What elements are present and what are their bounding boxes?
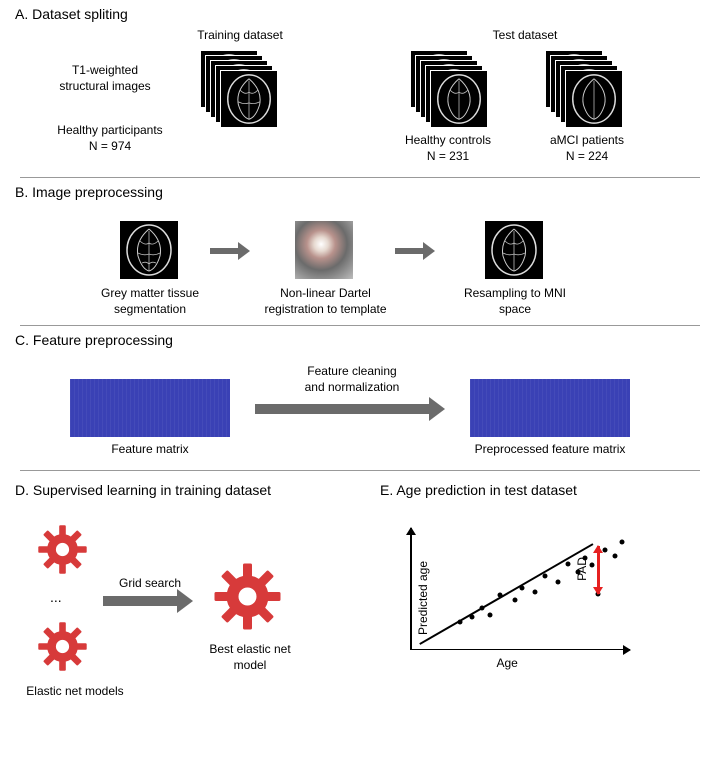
scatter-point (543, 574, 548, 579)
y-axis (410, 528, 412, 650)
best-model-label: Best elastic net model (190, 642, 310, 673)
gear-icon (35, 522, 90, 577)
scatter-point (513, 598, 518, 603)
panel-a-title: A. Dataset spliting (15, 6, 705, 22)
step2-label: Non-linear Dartel registration to templa… (243, 286, 408, 317)
arrow-b2 (395, 244, 435, 258)
scatter-chart: PAD Predicted age Age (380, 528, 630, 668)
pad-arrow (597, 546, 600, 594)
scatter-point (470, 615, 475, 620)
divider-a (20, 177, 700, 178)
panel-a: A. Dataset spliting Training dataset Tes… (15, 6, 705, 173)
scatter-point (458, 620, 463, 625)
gear-icon-2 (35, 619, 90, 674)
scatter-point (480, 606, 485, 611)
panel-d-title: D. Supervised learning in training datas… (15, 482, 375, 498)
panel-d: D. Supervised learning in training datas… (15, 482, 375, 734)
arrow-c (255, 402, 445, 416)
pad-label: PAD (575, 557, 589, 581)
scatter-point (556, 580, 561, 585)
scatter-point (533, 590, 538, 595)
y-axis-label: Predicted age (416, 561, 430, 635)
amci-label: aMCI patients N = 224 (527, 133, 647, 164)
scatter-point (590, 563, 595, 568)
divider-b (20, 325, 700, 326)
divider-c (20, 470, 700, 471)
t1-label: T1-weighted structural images (40, 63, 170, 94)
panel-c: C. Feature preprocessing Feature matrix … (15, 332, 705, 474)
scatter-point (498, 593, 503, 598)
hc-label: Healthy controls N = 231 (388, 133, 508, 164)
training-title: Training dataset (175, 28, 305, 44)
brain-stack-amci (545, 50, 625, 130)
dartel-template (295, 221, 353, 279)
test-title: Test dataset (425, 28, 625, 44)
scatter-point (566, 562, 571, 567)
brain-stack-hc (410, 50, 490, 130)
scatter-point (613, 554, 618, 559)
feature-matrix (70, 379, 230, 437)
x-axis (410, 649, 630, 651)
panel-e-title: E. Age prediction in test dataset (380, 482, 705, 498)
matrix2-label: Preprocessed feature matrix (445, 442, 655, 458)
arrow-d (103, 594, 193, 608)
step3-label: Resampling to MNI space (440, 286, 590, 317)
x-axis-label: Age (496, 656, 517, 670)
arrow-c-label: Feature cleaning and normalization (267, 364, 437, 395)
healthy-participants: Healthy participants N = 974 (40, 123, 180, 154)
trend-line (419, 543, 593, 644)
arrow-b1 (210, 244, 250, 258)
gear-best-icon (210, 559, 285, 634)
panel-b-title: B. Image preprocessing (15, 184, 705, 200)
panel-b: B. Image preprocessing Grey matter tissu… (15, 184, 705, 336)
brain-stack-training (200, 50, 280, 130)
matrix1-label: Feature matrix (70, 442, 230, 458)
brain-seg (120, 221, 178, 279)
panel-c-title: C. Feature preprocessing (15, 332, 705, 348)
step1-label: Grey matter tissue segmentation (75, 286, 225, 317)
scatter-point (488, 613, 493, 618)
preprocessed-matrix (470, 379, 630, 437)
scatter-point (620, 540, 625, 545)
panel-e: E. Age prediction in test dataset PAD Pr… (380, 482, 705, 668)
ellipsis: ... (50, 589, 62, 605)
scatter-point (603, 548, 608, 553)
brain-mni (485, 221, 543, 279)
elastic-models-label: Elastic net models (15, 684, 135, 700)
scatter-point (520, 586, 525, 591)
